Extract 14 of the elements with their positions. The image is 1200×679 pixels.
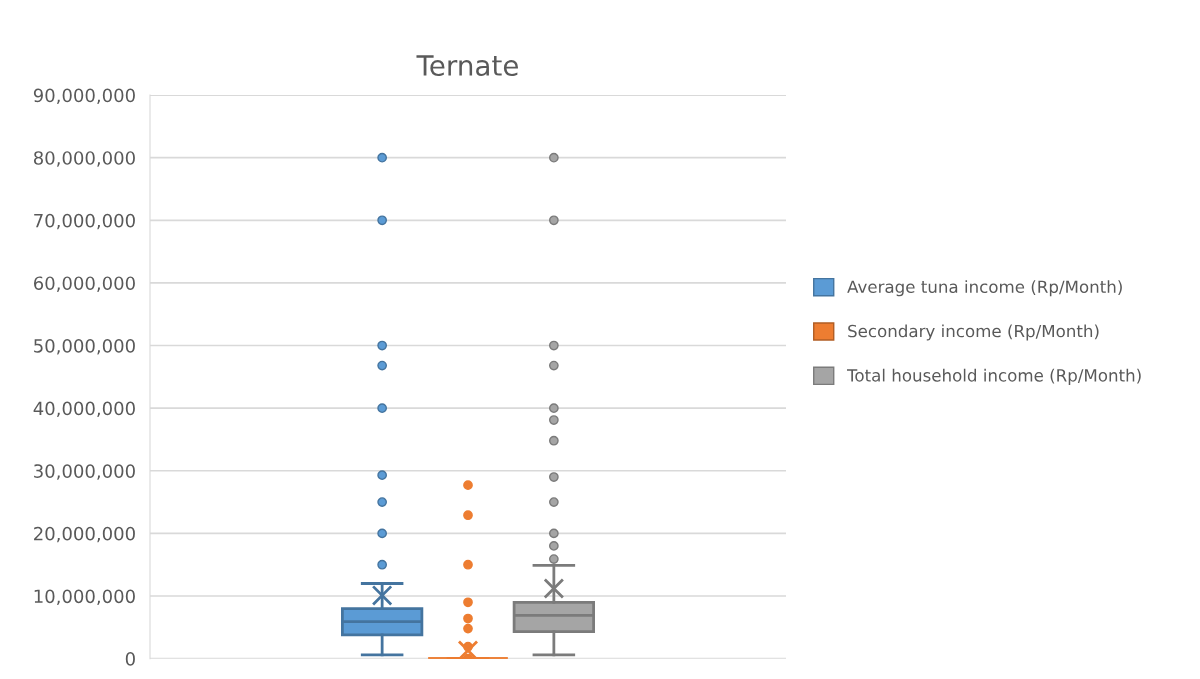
- y-tick-label: 10,000,000: [34, 589, 135, 605]
- y-tick-label: 50,000,000: [34, 338, 135, 355]
- y-tick-label: 70,000,000: [34, 213, 135, 230]
- legend-label: Total household income (Rp/Month): [847, 368, 1141, 385]
- y-tick-label: 60,000,000: [33, 276, 135, 292]
- y-tick-label: 30,000,000: [34, 464, 135, 480]
- legend-label: Average tuna income (Rp/Month): [847, 280, 1122, 297]
- y-tick-label: 0: [125, 652, 135, 666]
- y-tick-label: 20,000,000: [34, 526, 135, 543]
- chart-title: Ternate: [416, 55, 518, 77]
- y-tick-label: 80,000,000: [33, 151, 135, 167]
- y-tick-label: 40,000,000: [33, 401, 135, 418]
- legend-label: Secondary income (Rp/Month): [848, 324, 1099, 341]
- y-tick-label: 90,000,000: [33, 88, 135, 105]
